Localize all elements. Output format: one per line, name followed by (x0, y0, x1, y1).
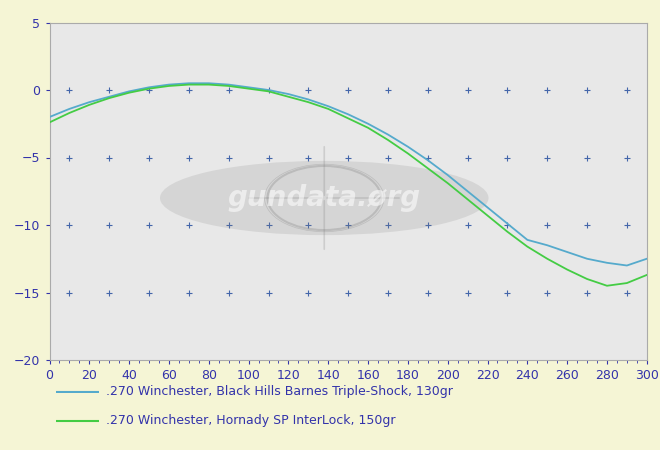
Ellipse shape (160, 161, 488, 235)
Text: gundata.ørg: gundata.ørg (228, 184, 421, 212)
Text: .270 Winchester, Hornady SP InterLock, 150gr: .270 Winchester, Hornady SP InterLock, 1… (106, 414, 395, 427)
Text: .270 Winchester, Black Hills Barnes Triple-Shock, 130gr: .270 Winchester, Black Hills Barnes Trip… (106, 385, 453, 398)
